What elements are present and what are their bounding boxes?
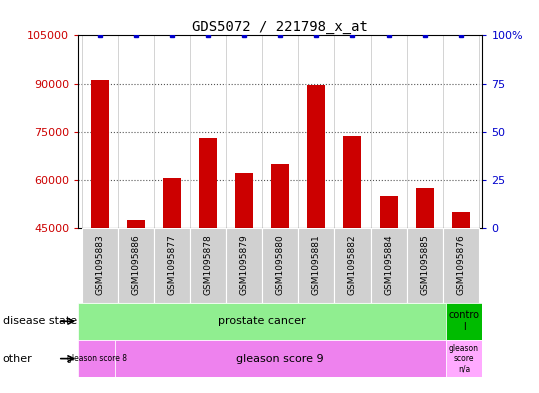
Bar (127, 220, 145, 228)
Text: GSM1095881: GSM1095881 (312, 234, 321, 295)
Text: GSM1095877: GSM1095877 (168, 234, 176, 295)
Bar (307, 85, 326, 228)
Bar (235, 173, 253, 228)
Bar (226, 228, 262, 303)
Text: GSM1095876: GSM1095876 (456, 234, 465, 295)
Bar (163, 178, 181, 228)
Text: GSM1095880: GSM1095880 (276, 234, 285, 295)
Bar (406, 228, 443, 303)
Text: contro
l: contro l (448, 310, 480, 332)
Text: gleason
score
n/a: gleason score n/a (449, 344, 479, 373)
Bar (446, 340, 482, 377)
Text: GSM1095886: GSM1095886 (132, 234, 140, 295)
Text: GSM1095885: GSM1095885 (420, 234, 429, 295)
Bar (298, 228, 334, 303)
Bar (199, 138, 217, 228)
Bar (190, 228, 226, 303)
Bar (443, 228, 479, 303)
Bar (118, 228, 154, 303)
Bar (416, 188, 434, 228)
Text: GSM1095884: GSM1095884 (384, 234, 393, 294)
Text: other: other (3, 354, 32, 364)
Bar (370, 228, 406, 303)
Bar (271, 164, 289, 228)
Title: GDS5072 / 221798_x_at: GDS5072 / 221798_x_at (192, 20, 368, 34)
Text: GSM1095878: GSM1095878 (204, 234, 212, 295)
Text: gleason score 9: gleason score 9 (237, 354, 324, 364)
Bar (78, 340, 115, 377)
Bar (82, 228, 118, 303)
Text: prostate cancer: prostate cancer (218, 316, 306, 326)
Bar (334, 228, 370, 303)
Text: gleason score 8: gleason score 8 (66, 354, 127, 363)
Bar (452, 212, 470, 228)
Bar (343, 136, 362, 228)
Bar (379, 196, 398, 228)
Bar (91, 80, 109, 228)
Text: GSM1095879: GSM1095879 (240, 234, 248, 295)
Text: GSM1095882: GSM1095882 (348, 234, 357, 294)
Bar (154, 228, 190, 303)
Bar (115, 340, 446, 377)
Bar (446, 303, 482, 340)
Text: disease state: disease state (3, 316, 77, 326)
Text: GSM1095883: GSM1095883 (95, 234, 105, 295)
Bar (262, 228, 298, 303)
